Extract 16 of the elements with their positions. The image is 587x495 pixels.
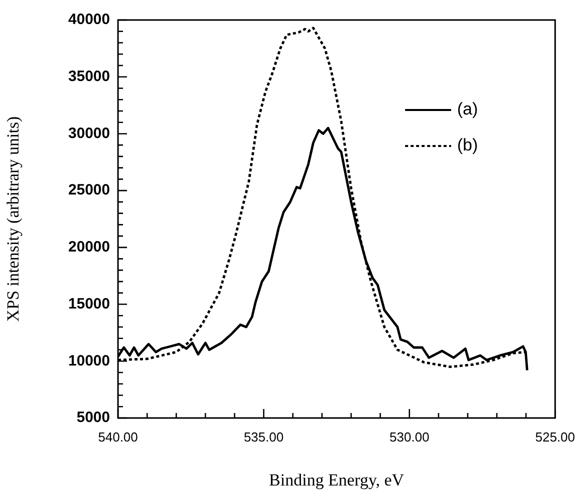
x-tick-label: 525.00 — [535, 429, 575, 444]
x-axis-title: Binding Energy, eV — [269, 470, 405, 490]
y-tick-label: 25000 — [68, 182, 110, 199]
x-tick-label: 530.00 — [390, 429, 430, 444]
y-tick-label: 15000 — [68, 295, 110, 312]
y-tick-label: 40000 — [68, 11, 110, 28]
y-tick-label: 30000 — [68, 124, 110, 142]
y-tick-label: 20000 — [68, 238, 110, 256]
x-tick-label: 540.00 — [98, 429, 138, 444]
x-tick-label: 535.00 — [244, 429, 284, 444]
y-axis-title: XPS intensity (arbitrary units) — [4, 116, 23, 322]
legend-label: (a) — [457, 100, 478, 119]
legend-label: (b) — [457, 136, 478, 155]
y-tick-label: 10000 — [68, 352, 110, 370]
y-tick-label: 5000 — [76, 409, 110, 426]
y-tick-label: 35000 — [68, 68, 110, 85]
